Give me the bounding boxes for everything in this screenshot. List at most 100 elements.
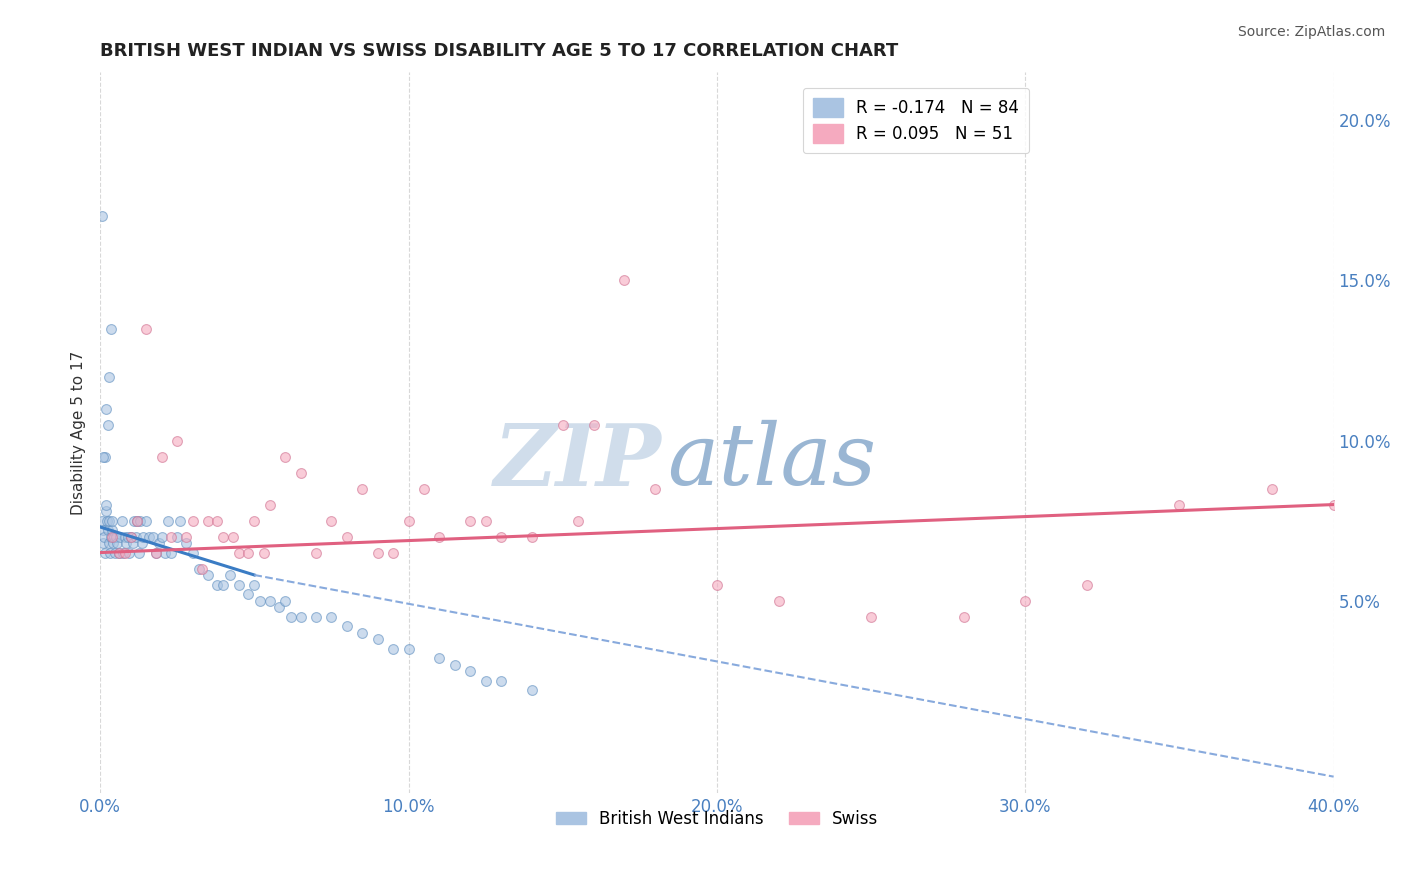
Point	[352, 625, 374, 640]
Point	[150, 530, 173, 544]
Point	[104, 530, 127, 544]
Point	[474, 514, 496, 528]
Point	[458, 514, 481, 528]
Point	[96, 498, 118, 512]
Point	[443, 657, 465, 672]
Point	[1261, 482, 1284, 496]
Point	[187, 561, 209, 575]
Point	[228, 577, 250, 591]
Point	[100, 321, 122, 335]
Point	[176, 530, 198, 544]
Point	[259, 498, 281, 512]
Point	[197, 568, 219, 582]
Point	[128, 545, 150, 559]
Point	[153, 545, 176, 559]
Text: ZIP: ZIP	[494, 419, 661, 503]
Point	[280, 609, 302, 624]
Point	[156, 514, 179, 528]
Point	[132, 530, 155, 544]
Point	[222, 530, 245, 544]
Point	[90, 514, 112, 528]
Point	[111, 514, 134, 528]
Point	[520, 530, 543, 544]
Point	[352, 482, 374, 496]
Point	[101, 536, 124, 550]
Point	[305, 609, 328, 624]
Point	[212, 577, 235, 591]
Point	[96, 514, 118, 528]
Point	[249, 593, 271, 607]
Legend: British West Indians, Swiss: British West Indians, Swiss	[548, 804, 884, 835]
Point	[138, 530, 160, 544]
Point	[243, 577, 266, 591]
Point	[181, 545, 204, 559]
Point	[135, 321, 157, 335]
Point	[176, 536, 198, 550]
Point	[644, 482, 666, 496]
Point	[382, 545, 405, 559]
Point	[166, 530, 188, 544]
Point	[1014, 593, 1036, 607]
Point	[94, 450, 117, 464]
Point	[101, 530, 124, 544]
Point	[567, 514, 589, 528]
Point	[218, 568, 240, 582]
Point	[191, 561, 214, 575]
Point	[91, 523, 114, 537]
Point	[181, 514, 204, 528]
Point	[382, 641, 405, 656]
Point	[91, 536, 114, 550]
Point	[107, 545, 129, 559]
Point	[148, 536, 170, 550]
Point	[252, 545, 274, 559]
Point	[169, 514, 191, 528]
Point	[367, 545, 389, 559]
Point	[243, 514, 266, 528]
Point	[274, 450, 297, 464]
Point	[142, 530, 165, 544]
Point	[145, 545, 167, 559]
Point	[101, 523, 124, 537]
Y-axis label: Disability Age 5 to 17: Disability Age 5 to 17	[72, 351, 86, 515]
Point	[582, 417, 605, 432]
Point	[336, 530, 359, 544]
Point	[91, 450, 114, 464]
Point	[474, 673, 496, 688]
Point	[97, 523, 120, 537]
Point	[145, 545, 167, 559]
Point	[1076, 577, 1098, 591]
Point	[274, 593, 297, 607]
Point	[367, 632, 389, 646]
Point	[118, 545, 141, 559]
Point	[336, 619, 359, 633]
Point	[267, 599, 290, 614]
Point	[259, 593, 281, 607]
Text: BRITISH WEST INDIAN VS SWISS DISABILITY AGE 5 TO 17 CORRELATION CHART: BRITISH WEST INDIAN VS SWISS DISABILITY …	[100, 42, 898, 60]
Point	[93, 530, 115, 544]
Point	[207, 577, 229, 591]
Point	[100, 530, 122, 544]
Point	[108, 530, 131, 544]
Point	[120, 530, 142, 544]
Point	[121, 536, 143, 550]
Point	[520, 683, 543, 698]
Point	[952, 609, 974, 624]
Point	[127, 514, 149, 528]
Point	[290, 466, 312, 480]
Point	[398, 514, 420, 528]
Point	[122, 514, 145, 528]
Point	[114, 530, 136, 544]
Point	[860, 609, 883, 624]
Point	[98, 369, 121, 384]
Point	[104, 545, 127, 559]
Point	[1168, 498, 1191, 512]
Point	[135, 514, 157, 528]
Point	[150, 450, 173, 464]
Point	[114, 545, 136, 559]
Point	[112, 545, 135, 559]
Point	[290, 609, 312, 624]
Point	[551, 417, 574, 432]
Point	[124, 530, 146, 544]
Point	[107, 545, 129, 559]
Point	[120, 530, 142, 544]
